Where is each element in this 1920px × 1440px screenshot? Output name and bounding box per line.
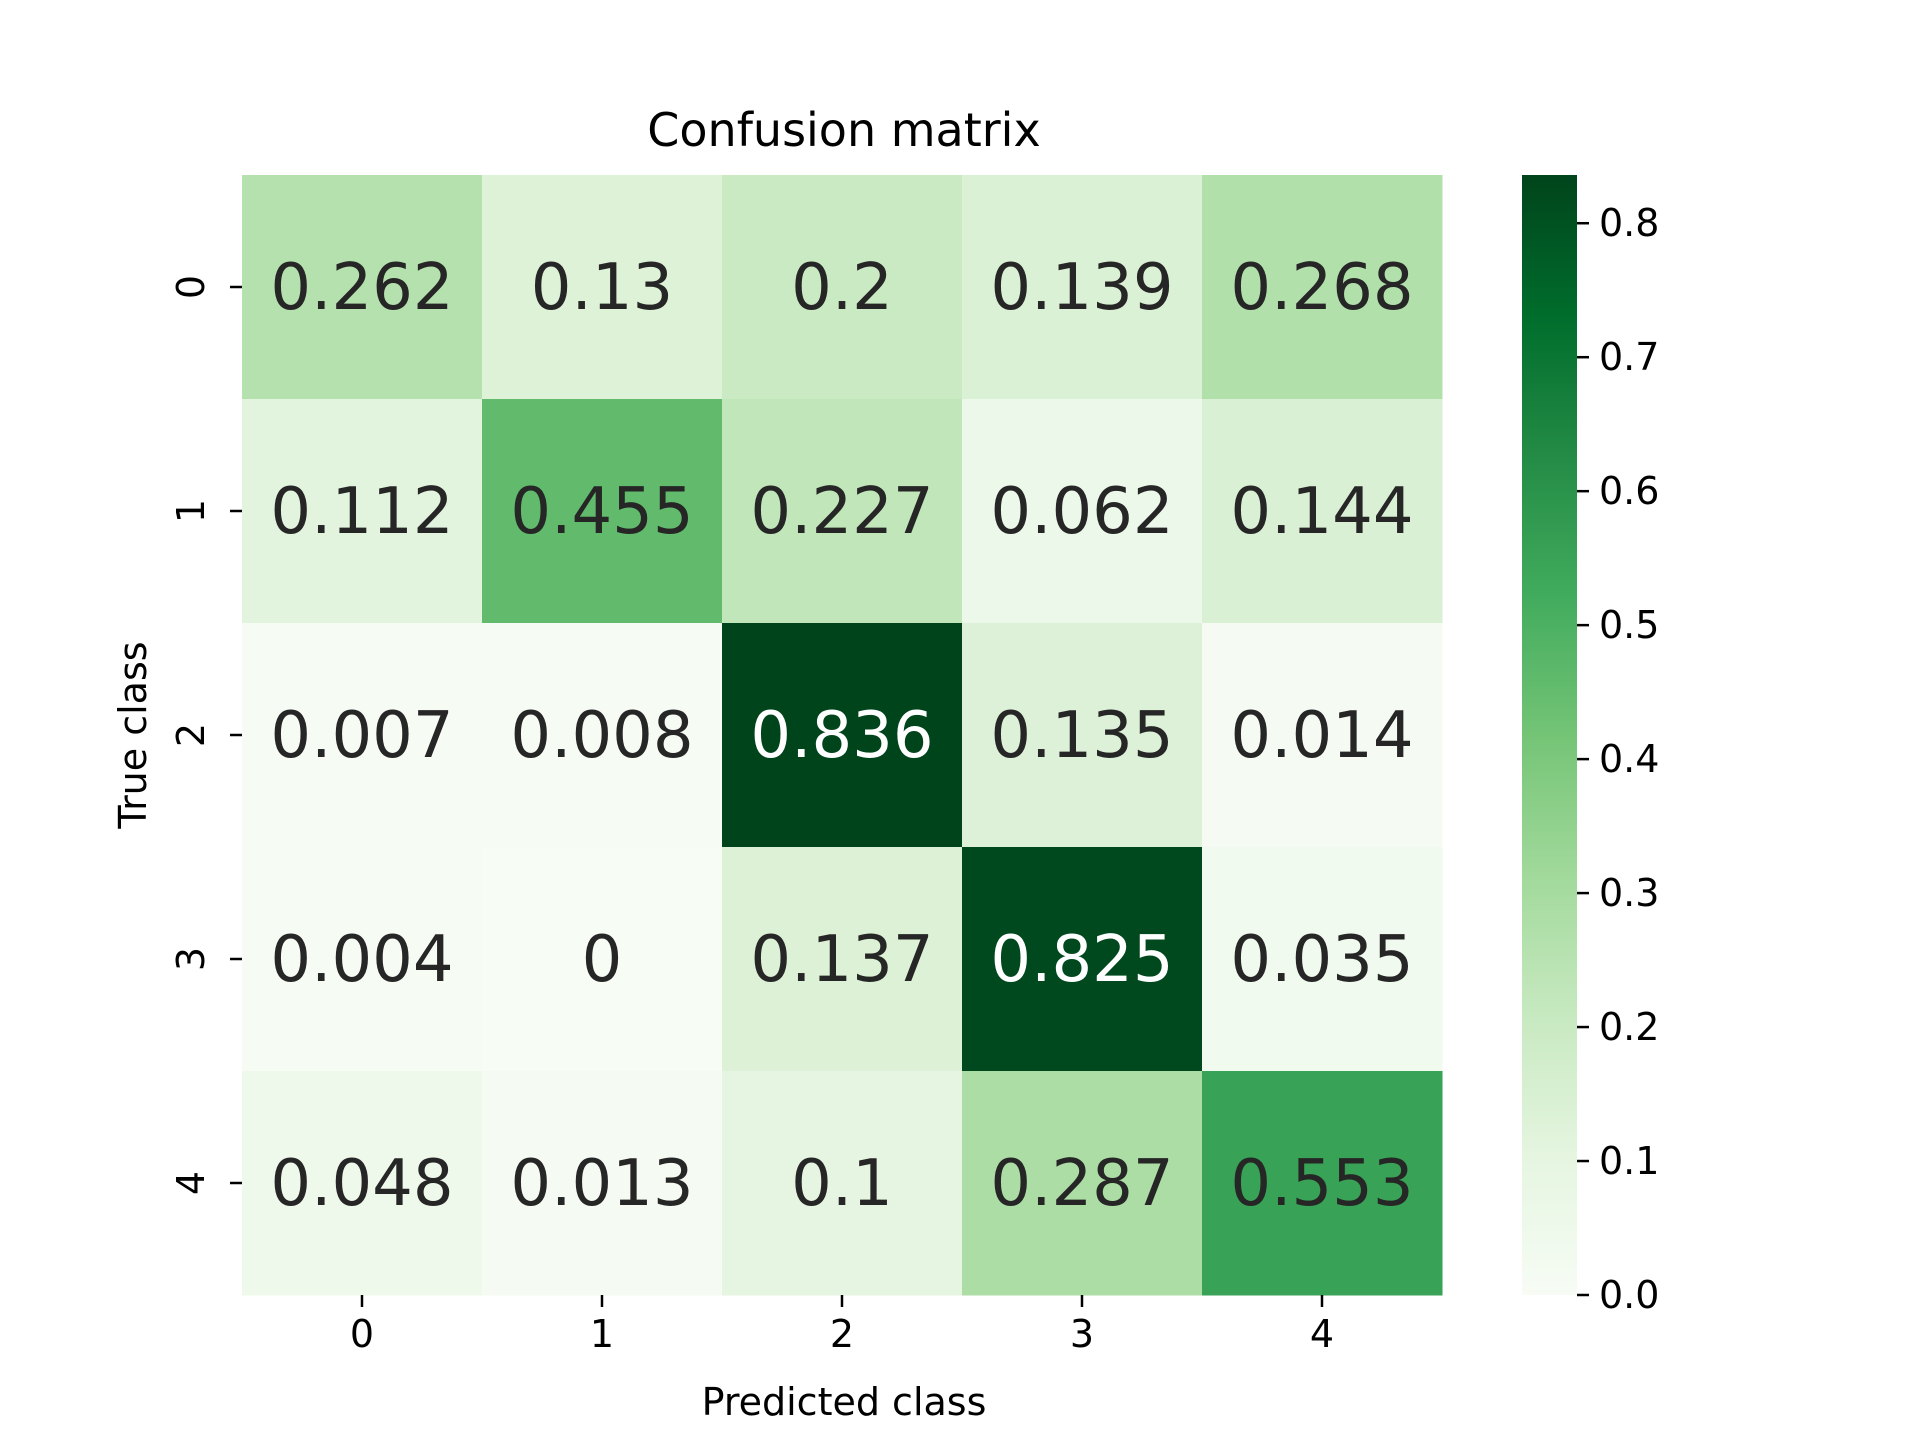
cell-value-label: 0.004 bbox=[270, 923, 453, 997]
x-axis-ticks: 0 1 2 3 4 bbox=[350, 1295, 1334, 1356]
x-tick-label: 2 bbox=[830, 1312, 854, 1356]
heatmap-cell-r4-c1 bbox=[482, 1071, 723, 1296]
heatmap-cell-r4-c3 bbox=[962, 1071, 1203, 1296]
heatmap-cell-r2-c3 bbox=[962, 623, 1203, 848]
cell-value-label: 0.227 bbox=[750, 475, 933, 549]
colorbar-tick-label: 0.2 bbox=[1599, 1005, 1659, 1049]
heatmap-cell-r4-c0 bbox=[242, 1071, 483, 1296]
colorbar-tick-label: 0.5 bbox=[1599, 603, 1659, 647]
cell-value-label: 0 bbox=[582, 923, 623, 997]
y-tick-label: 2 bbox=[169, 723, 213, 747]
cell-value-label: 0.035 bbox=[1230, 923, 1413, 997]
x-tick-label: 1 bbox=[590, 1312, 614, 1356]
heatmap-cell-r3-c4 bbox=[1202, 847, 1443, 1072]
cell-value-label: 0.048 bbox=[270, 1147, 453, 1221]
cell-value-label: 0.553 bbox=[1230, 1147, 1413, 1221]
cell-value-label: 0.135 bbox=[990, 699, 1173, 773]
cell-value-label: 0.13 bbox=[531, 251, 674, 325]
colorbar bbox=[1522, 175, 1577, 1295]
cell-value-label: 0.455 bbox=[510, 475, 693, 549]
heatmap-cell-r2-c4 bbox=[1202, 623, 1443, 848]
cell-value-label: 0.268 bbox=[1230, 251, 1413, 325]
heatmap-cell-r3-c2 bbox=[722, 847, 963, 1072]
heatmap-cell-r2-c1 bbox=[482, 623, 723, 848]
y-tick-label: 4 bbox=[169, 1171, 213, 1195]
heatmap-cell-r0-c0 bbox=[242, 175, 483, 400]
heatmap-cell-r3-c3 bbox=[962, 847, 1203, 1072]
cell-value-label: 0.2 bbox=[791, 251, 893, 325]
cell-value-label: 0.008 bbox=[510, 699, 693, 773]
y-tick-label: 1 bbox=[169, 499, 213, 523]
heatmap-cells bbox=[242, 175, 1443, 1296]
cell-value-label: 0.112 bbox=[270, 475, 453, 549]
x-tick-label: 4 bbox=[1310, 1312, 1334, 1356]
colorbar-tick-label: 0.8 bbox=[1599, 201, 1659, 245]
y-tick-label: 0 bbox=[169, 275, 213, 299]
heatmap-cell-r0-c1 bbox=[482, 175, 723, 400]
cell-value-label: 0.825 bbox=[990, 923, 1173, 997]
heatmap-cell-r2-c2 bbox=[722, 623, 963, 848]
heatmap-cell-r0-c2 bbox=[722, 175, 963, 400]
cell-value-label: 0.287 bbox=[990, 1147, 1173, 1221]
colorbar-tick-label: 0.7 bbox=[1599, 335, 1659, 379]
cell-value-label: 0.137 bbox=[750, 923, 933, 997]
colorbar-tick-label: 0.0 bbox=[1599, 1273, 1659, 1317]
colorbar-tick-label: 0.4 bbox=[1599, 737, 1659, 781]
cell-value-label: 0.836 bbox=[750, 699, 933, 773]
colorbar-tick-label: 0.6 bbox=[1599, 469, 1659, 513]
cell-value-label: 0.014 bbox=[1230, 699, 1413, 773]
cell-value-label: 0.1 bbox=[791, 1147, 893, 1221]
y-axis-ticks: 0 1 2 3 4 bbox=[169, 275, 242, 1195]
heatmap-cell-r4-c2 bbox=[722, 1071, 963, 1296]
heatmap-cell-labels: 0.262 0.13 0.2 0.139 0.268 0.112 0.455 0.227 0.0… bbox=[270, 251, 1413, 1221]
x-axis-label: Predicted class bbox=[702, 1380, 987, 1424]
y-axis-label: True class bbox=[111, 641, 155, 829]
heatmap-cell-r1-c4 bbox=[1202, 399, 1443, 624]
cell-value-label: 0.139 bbox=[990, 251, 1173, 325]
heatmap-cell-r2-c0 bbox=[242, 623, 483, 848]
cell-value-label: 0.007 bbox=[270, 699, 453, 773]
chart-title: Confusion matrix bbox=[647, 103, 1040, 157]
colorbar-tick-label: 0.3 bbox=[1599, 871, 1659, 915]
heatmap-cell-r1-c1 bbox=[482, 399, 723, 624]
heatmap-cell-r0-c4 bbox=[1202, 175, 1443, 400]
cell-value-label: 0.013 bbox=[510, 1147, 693, 1221]
y-tick-label: 3 bbox=[169, 947, 213, 971]
x-tick-label: 3 bbox=[1070, 1312, 1094, 1356]
cell-value-label: 0.144 bbox=[1230, 475, 1413, 549]
heatmap-cell-r1-c0 bbox=[242, 399, 483, 624]
colorbar-ticks: 0.0 0.1 0.2 0.3 0.4 0.5 0.6 0.7 0.8 bbox=[1577, 201, 1659, 1317]
heatmap-cell-r3-c0 bbox=[242, 847, 483, 1072]
heatmap-cell-r4-c4 bbox=[1202, 1071, 1443, 1296]
heatmap-cell-r1-c3 bbox=[962, 399, 1203, 624]
cell-value-label: 0.062 bbox=[990, 475, 1173, 549]
colorbar-tick-label: 0.1 bbox=[1599, 1139, 1659, 1183]
x-tick-label: 0 bbox=[350, 1312, 374, 1356]
heatmap-cell-r0-c3 bbox=[962, 175, 1203, 400]
cell-value-label: 0.262 bbox=[270, 251, 453, 325]
heatmap-cell-r3-c1 bbox=[482, 847, 723, 1072]
heatmap-cell-r1-c2 bbox=[722, 399, 963, 624]
